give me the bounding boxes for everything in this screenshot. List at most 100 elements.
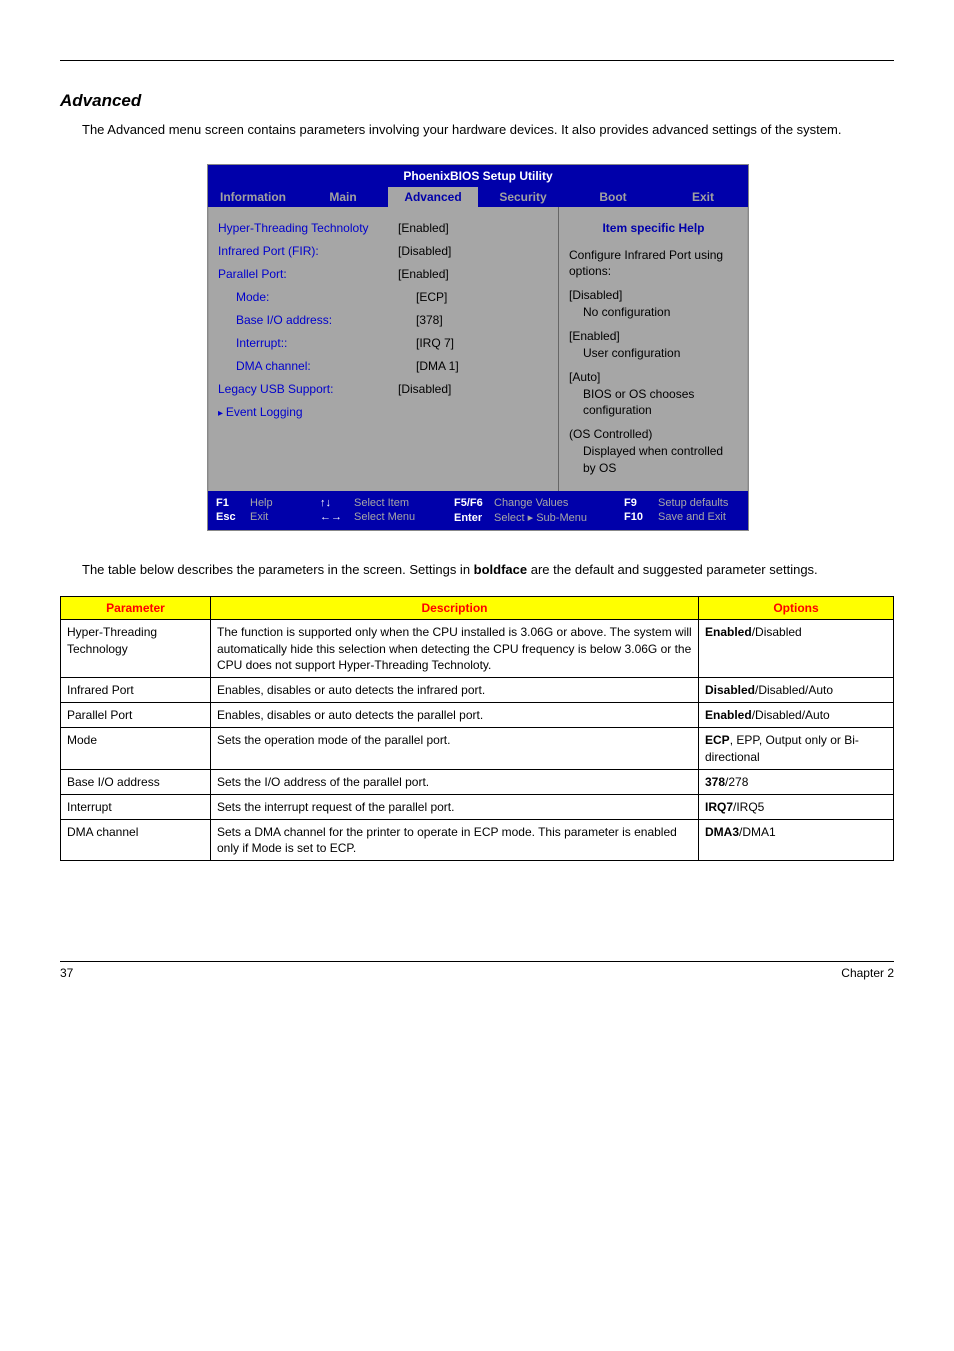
help-line — [569, 362, 738, 369]
help-line: Configure Infrared Port using options: — [569, 247, 738, 281]
help-line: User configuration — [583, 345, 738, 362]
bios-help-text: Configure Infrared Port using options: [… — [569, 247, 738, 477]
cell-parameter: DMA channel — [61, 820, 211, 861]
key-enter: Enter — [454, 512, 494, 524]
page-number: 37 — [60, 966, 73, 980]
bios-submenu-event-logging[interactable]: Event Logging — [218, 405, 550, 419]
cell-options: 378/278 — [699, 769, 894, 794]
below-bold: boldface — [474, 562, 527, 577]
bios-row-value: [IRQ 7] — [416, 336, 454, 350]
th-parameter: Parameter — [61, 597, 211, 620]
cell-parameter: Infrared Port — [61, 677, 211, 702]
th-options: Options — [699, 597, 894, 620]
bios-tab-advanced[interactable]: Advanced — [388, 187, 478, 207]
bios-tab-boot[interactable]: Boot — [568, 187, 658, 207]
table-row: Base I/O addressSets the I/O address of … — [61, 769, 894, 794]
cell-options: DMA3/DMA1 — [699, 820, 894, 861]
bios-help-pane: Item specific Help Configure Infrared Po… — [558, 207, 748, 491]
key-f9: F9 — [624, 497, 658, 509]
bios-row-value: [ECP] — [416, 290, 447, 304]
cell-description: Enables, disables or auto detects the pa… — [211, 703, 699, 728]
cell-options: IRQ7/IRQ5 — [699, 794, 894, 819]
cell-description: Sets a DMA channel for the printer to op… — [211, 820, 699, 861]
key-esc: Esc — [216, 511, 250, 523]
bios-help-title: Item specific Help — [569, 221, 738, 235]
bios-row[interactable]: Base I/O address:[378] — [218, 313, 550, 327]
cell-parameter: Parallel Port — [61, 703, 211, 728]
bios-tab-security[interactable]: Security — [478, 187, 568, 207]
bios-row-value: [378] — [416, 313, 443, 327]
label-select-menu: Select Menu — [354, 511, 415, 523]
table-intro-text: The table below describes the parameters… — [82, 561, 894, 579]
bios-params: Hyper-Threading Technoloty[Enabled]Infra… — [208, 207, 558, 491]
bios-row-value: [Disabled] — [398, 244, 451, 258]
page-footer: 37 Chapter 2 — [60, 961, 894, 980]
bios-row[interactable]: Interrupt::[IRQ 7] — [218, 336, 550, 350]
bios-row[interactable]: Hyper-Threading Technoloty[Enabled] — [218, 221, 550, 235]
bios-window: PhoenixBIOS Setup Utility InformationMai… — [207, 164, 749, 531]
bios-tabs: InformationMainAdvancedSecurityBootExit — [208, 187, 748, 207]
label-change-values: Change Values — [494, 497, 568, 509]
key-leftright: ←→ — [320, 511, 354, 523]
label-select-item: Select Item — [354, 497, 409, 509]
top-rule — [60, 60, 894, 61]
cell-parameter: Interrupt — [61, 794, 211, 819]
bios-tab-information[interactable]: Information — [208, 187, 298, 207]
table-row: DMA channelSets a DMA channel for the pr… — [61, 820, 894, 861]
bios-row-value: [Disabled] — [398, 382, 451, 396]
label-save-exit: Save and Exit — [658, 511, 726, 523]
table-row: InterruptSets the interrupt request of t… — [61, 794, 894, 819]
help-line: No configuration — [583, 304, 738, 321]
bios-footer-row-1: F1Help ↑↓Select Item F5/F6Change Values … — [216, 497, 740, 509]
cell-description: Sets the interrupt request of the parall… — [211, 794, 699, 819]
help-line — [569, 280, 738, 287]
cell-parameter: Mode — [61, 728, 211, 769]
bios-row-label: Interrupt:: — [218, 336, 416, 350]
bios-row[interactable]: Mode:[ECP] — [218, 290, 550, 304]
cell-options: Enabled/Disabled — [699, 620, 894, 678]
help-line: [Auto] — [569, 369, 738, 386]
cell-parameter: Hyper-Threading Technology — [61, 620, 211, 678]
cell-parameter: Base I/O address — [61, 769, 211, 794]
bios-tab-main[interactable]: Main — [298, 187, 388, 207]
bios-row[interactable]: DMA channel:[DMA 1] — [218, 359, 550, 373]
cell-options: Disabled/Disabled/Auto — [699, 677, 894, 702]
bios-row-label: Parallel Port: — [218, 267, 398, 281]
cell-options: Enabled/Disabled/Auto — [699, 703, 894, 728]
bios-row[interactable]: Parallel Port:[Enabled] — [218, 267, 550, 281]
help-line: (OS Controlled) — [569, 426, 738, 443]
table-row: ModeSets the operation mode of the paral… — [61, 728, 894, 769]
label-setup-defaults: Setup defaults — [658, 497, 728, 509]
help-line: [Disabled] — [569, 287, 738, 304]
label-exit: Exit — [250, 511, 268, 523]
section-title: Advanced — [60, 91, 894, 111]
bios-row-value: [DMA 1] — [416, 359, 459, 373]
key-f5f6: F5/F6 — [454, 497, 494, 509]
table-row: Parallel PortEnables, disables or auto d… — [61, 703, 894, 728]
bios-row-label: Legacy USB Support: — [218, 382, 398, 396]
cell-description: Sets the I/O address of the parallel por… — [211, 769, 699, 794]
bios-row[interactable]: Legacy USB Support:[Disabled] — [218, 382, 550, 396]
bios-row-label: Base I/O address: — [218, 313, 416, 327]
intro-text: The Advanced menu screen contains parame… — [82, 121, 894, 139]
bios-row-value: [Enabled] — [398, 221, 449, 235]
bios-footer-row-2: EscExit ←→Select Menu EnterSelect ▸ Sub-… — [216, 511, 740, 524]
th-description: Description — [211, 597, 699, 620]
help-line — [569, 321, 738, 328]
cell-description: Enables, disables or auto detects the in… — [211, 677, 699, 702]
bios-row-label: Hyper-Threading Technoloty — [218, 221, 398, 235]
bios-tab-exit[interactable]: Exit — [658, 187, 748, 207]
below-b: are the default and suggested parameter … — [527, 562, 818, 577]
chapter-label: Chapter 2 — [841, 966, 894, 980]
help-line: [Enabled] — [569, 328, 738, 345]
help-line: Displayed when controlled by OS — [583, 443, 738, 477]
cell-description: The function is supported only when the … — [211, 620, 699, 678]
cell-options: ECP, EPP, Output only or Bi-directional — [699, 728, 894, 769]
key-f10: F10 — [624, 511, 658, 523]
cell-description: Sets the operation mode of the parallel … — [211, 728, 699, 769]
table-row: Infrared PortEnables, disables or auto d… — [61, 677, 894, 702]
bios-row[interactable]: Infrared Port (FIR):[Disabled] — [218, 244, 550, 258]
bios-row-value: [Enabled] — [398, 267, 449, 281]
table-row: Hyper-Threading TechnologyThe function i… — [61, 620, 894, 678]
label-select-submenu: Select ▸ Sub-Menu — [494, 512, 587, 524]
